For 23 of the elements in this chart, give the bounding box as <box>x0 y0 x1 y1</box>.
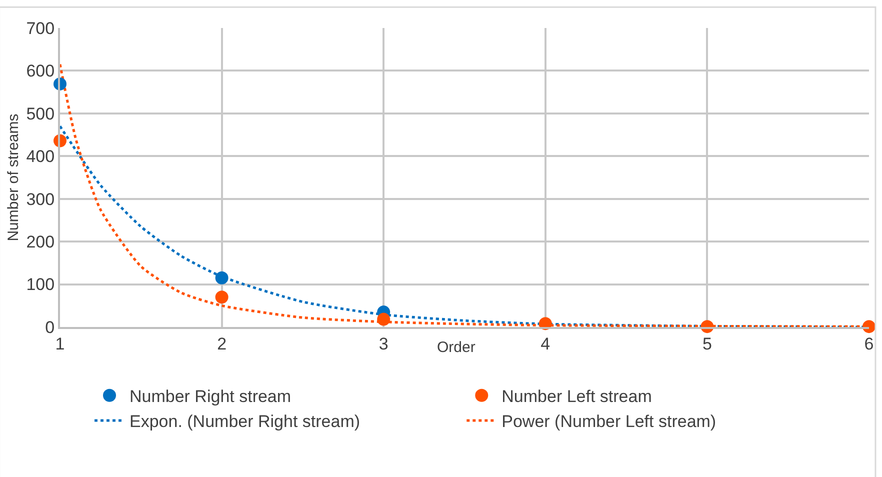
point <box>215 290 228 304</box>
x-tick-label: 1 <box>55 334 65 354</box>
x-tick-label: 2 <box>217 334 227 354</box>
legend-label: Power (Number Left stream) <box>502 412 716 432</box>
x-tick-label: 4 <box>540 334 550 354</box>
legend-label: Expon. (Number Right stream) <box>130 412 360 432</box>
point <box>377 312 390 326</box>
point <box>215 271 228 284</box>
y-tick-label: 0 <box>45 318 55 337</box>
y-tick-label: 100 <box>26 275 55 294</box>
x-tick-label: 3 <box>378 334 388 354</box>
y-tick-label: 400 <box>26 147 55 166</box>
x-tick-label: 6 <box>864 334 874 354</box>
y-tick-label: 300 <box>26 190 55 209</box>
legend-label: Number Right stream <box>130 387 292 406</box>
y-tick-label: 700 <box>26 18 55 38</box>
y-tick-label: 200 <box>26 232 55 252</box>
legend-label: Number Left stream <box>502 387 652 406</box>
y-axis-title: Number of streams <box>4 114 22 242</box>
x-axis-title: Order <box>437 339 476 356</box>
y-tick-label: 500 <box>26 104 55 124</box>
x-tick-label: 5 <box>702 334 712 354</box>
y-tick-label: 600 <box>26 62 55 81</box>
